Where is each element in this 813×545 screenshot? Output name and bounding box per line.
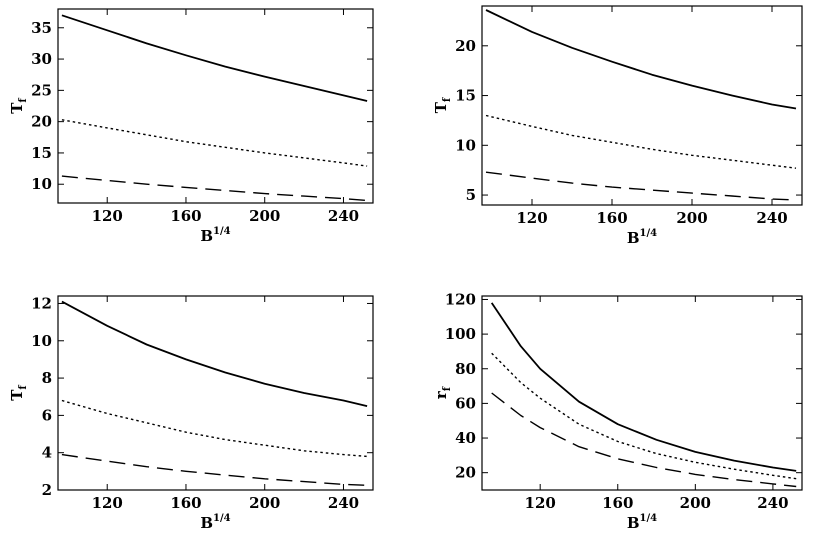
x-tick-label: 240 [328,494,359,512]
series-line-dotted [61,119,368,167]
series-line-solid [490,302,797,472]
series-line-dashed [485,171,797,201]
x-tick-label: 200 [249,494,280,512]
y-tick-label: 80 [455,360,476,378]
series-line-dotted [491,352,797,480]
y-tick-label: 35 [31,19,52,37]
y-tick-label: 8 [42,369,52,387]
x-axis-label: B1/4 [200,226,230,245]
y-axis-label: Tf [8,98,29,114]
y-tick-label: 25 [31,81,52,99]
y-axis-label: rf [432,386,453,399]
x-tick-label: 120 [525,494,556,512]
chart-panel-1: 120 160 200 240 10 15 20 25 30 35 B1/4 Tf [8,8,374,245]
y-tick-label: 15 [31,144,52,162]
series-line-solid [61,300,368,407]
y-tick-label: 20 [455,37,476,55]
chart-panel-4: 120 160 200 240 20 40 60 80 100 120 B1/4 rf [432,290,803,532]
plot-frame [57,8,374,204]
y-tick-label: 40 [455,429,476,447]
chart-panel-3: 120 160 200 240 2 4 6 8 10 12 B1/4 Tf [8,294,374,532]
y-tick-label: 20 [31,113,52,131]
y-tick-label: 30 [31,50,52,68]
series-line-solid [485,9,797,110]
plot-frame [481,295,803,491]
x-tick-label: 240 [756,209,787,227]
x-tick-label: 200 [249,207,280,225]
plot-frame [57,295,374,491]
series-line-dotted [61,399,368,458]
y-tick-label: 2 [42,481,52,499]
x-tick-label: 120 [92,494,123,512]
x-axis-label: B1/4 [627,228,657,247]
series-line-dotted [485,114,797,169]
x-axis-label: B1/4 [200,513,230,532]
y-tick-label: 60 [455,394,476,412]
chart-panel-2: 120 160 200 240 5 10 15 20 B1/4 Tf [432,5,803,247]
y-tick-label: 5 [466,186,476,204]
y-tick-label: 20 [455,464,476,482]
y-tick-label: 10 [31,332,52,350]
series-line-solid [61,14,368,102]
x-tick-label: 120 [92,207,123,225]
y-tick-label: 12 [31,294,52,312]
series-line-dashed [61,453,368,486]
x-tick-label: 240 [757,494,788,512]
y-tick-label: 15 [455,87,476,105]
x-tick-label: 240 [328,207,359,225]
y-axis-label: Tf [8,385,29,401]
x-tick-label: 160 [170,494,201,512]
x-tick-label: 200 [676,209,707,227]
x-tick-label: 160 [602,494,633,512]
x-axis-label: B1/4 [627,513,657,532]
y-tick-label: 4 [42,444,52,462]
y-tick-label: 10 [31,175,52,193]
y-tick-label: 6 [42,406,52,424]
x-tick-label: 160 [170,207,201,225]
y-tick-label: 10 [455,136,476,154]
series-line-dashed [491,392,797,488]
series-line-dashed [61,175,368,202]
plot-frame [481,5,803,206]
y-tick-label: 120 [445,290,476,308]
y-tick-label: 100 [445,325,476,343]
y-axis-label: Tf [432,97,453,113]
x-tick-label: 200 [680,494,711,512]
x-tick-label: 120 [516,209,547,227]
x-tick-label: 160 [596,209,627,227]
